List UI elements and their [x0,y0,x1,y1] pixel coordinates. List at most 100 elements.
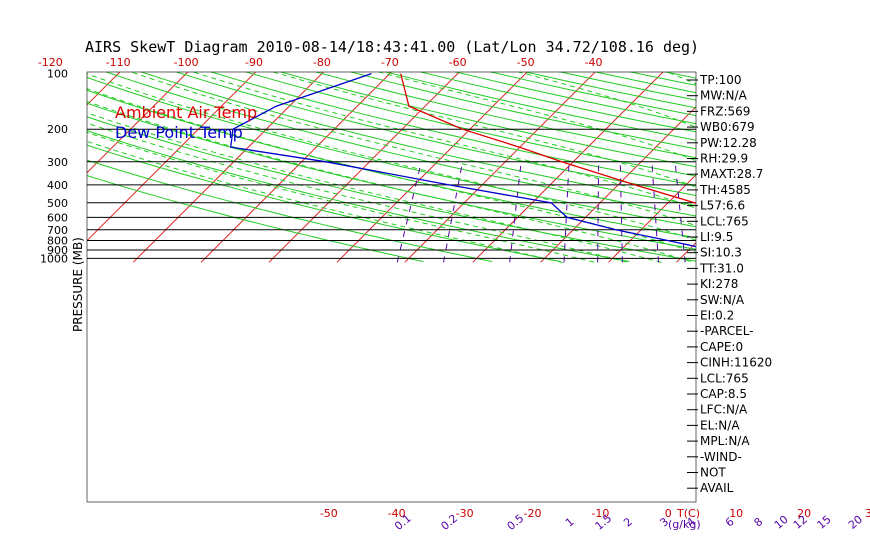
top-temp-tick-label: -50 [517,56,535,69]
temp-tick-label: -40 [388,507,406,520]
pressure-tick-label: 200 [47,123,68,136]
mixing-ratio-tick-label: 8 [752,515,766,529]
profile-lines [229,72,696,248]
top-temp-tick-label: -60 [449,56,467,69]
mixing-ratio-line [443,161,464,263]
side-label: SI:10.3 [700,246,742,260]
dry-adiabat-line [523,72,696,109]
isotherm-line [812,69,870,262]
y-axis-label: PRESSURE (MB) [71,237,85,332]
isotherm-line [87,72,121,106]
mixing-ratio-line [674,161,686,263]
side-label: LCL:765 [700,371,749,385]
mixing-ratio-line [619,161,623,263]
dry-adiabat-line [87,76,696,228]
side-label: TH:4585 [699,183,751,197]
dry-adiabat-line [244,72,696,177]
isotherm-line [87,72,189,174]
isobars [86,71,697,503]
side-label: PW:12.28 [700,136,757,150]
dry-adiabat-line [453,72,696,125]
mixing-ratio-line [396,161,422,263]
side-label: NOT [700,466,726,480]
mixing-ratio-line [651,161,660,263]
mixing-ratio-line [597,161,600,263]
side-label: MW:N/A [700,89,748,103]
mixing-ratio-tick-label: 20 [846,513,865,532]
top-temp-tick-label: -90 [245,56,263,69]
side-label: TP:100 [699,73,742,87]
top-temp-tick-label: -120 [38,56,63,69]
dry-adiabat-line [384,72,696,141]
temp-tick-label: 20 [797,507,811,520]
temp-tick-label: -50 [320,507,338,520]
side-label: SW:N/A [700,293,745,307]
pressure-tick-label: 1000 [40,252,68,265]
mixing-ratio-line [791,162,819,263]
temp-tick-label: -30 [456,507,474,520]
mixing-ratio-line [770,162,795,263]
side-label: LCL:765 [700,214,749,228]
dry-adiabat-line [174,72,696,196]
dry-adiabat-line [279,72,696,168]
dry-adiabat-line [87,89,696,239]
dry-adiabat-line [139,72,696,207]
temp-tick-label: -10 [591,507,609,520]
isotherm-line [744,69,870,262]
side-label: WB0:679 [700,120,755,134]
legend-ambient: Ambient Air Temp [115,103,257,122]
dry-adiabat-line [349,72,696,150]
side-label: AVAIL [700,481,734,495]
dry-adiabat-line [209,72,696,187]
dry-adiabat-line [104,72,696,217]
side-label: CAPE:0 [700,340,743,354]
mixing-ratio-tick-label: 10 [772,513,791,532]
moist-adiabat-line [377,72,696,162]
side-label: EL:N/A [700,418,740,432]
temp-tick-label: 30 [865,507,870,520]
legend: Ambient Air Temp Dew Point Temp [115,103,257,142]
legend-dewpoint: Dew Point Temp [115,123,243,142]
mixing-ratio-line [509,161,522,263]
temp-tick-label: 10 [729,507,743,520]
dry-adiabat-line [488,72,696,117]
side-label: CAP:8.5 [700,387,747,401]
mixing-ratio-tick-label: 15 [815,513,834,532]
dew-point-temp-line [229,72,696,248]
dry-adiabat-line [87,116,696,262]
plot-frame [86,71,697,503]
side-label: LI:9.5 [700,230,733,244]
top-temp-tick-label: -110 [106,56,131,69]
mixing-ratio-tick-label: 2 [621,515,635,529]
side-label: L57:6.6 [700,199,745,213]
side-label: CINH:11620 [700,356,772,370]
pressure-tick-label: 500 [47,197,68,210]
moist-adiabat-line [87,140,564,264]
mixing-ratio-line [857,162,870,263]
side-label: RH:29.9 [700,152,748,166]
moist-adiabat-line [271,72,696,188]
ambient-air-temp-line [400,73,696,205]
dry-adiabat-line [314,72,696,159]
moist-adiabat-line [87,112,663,264]
pressure-tick-label: 800 [47,234,68,247]
pressure-tick-label: 900 [47,244,68,257]
top-temp-tick-label: -40 [585,56,603,69]
pressure-tick-label: 100 [47,68,68,81]
temp-tick-label: -20 [524,507,542,520]
pressure-tick-label: 600 [47,211,68,224]
moist-adiabat-line [87,101,695,264]
side-label: FRZ:569 [700,104,750,118]
top-temp-tick-label: -70 [381,56,399,69]
side-label: MPL:N/A [700,434,750,448]
dry-adiabat-line [87,159,493,262]
side-label: LFC:N/A [700,403,748,417]
x-axis-label: T(C) [676,507,700,520]
side-label: -PARCEL- [700,324,754,338]
side-label: -WIND- [700,450,742,464]
mixing-ratio-line [818,162,850,263]
mixing-ratio-unit: (g/kg) [668,518,701,531]
moist-adiabat-line [87,122,630,264]
top-temp-tick-label: -100 [174,56,199,69]
